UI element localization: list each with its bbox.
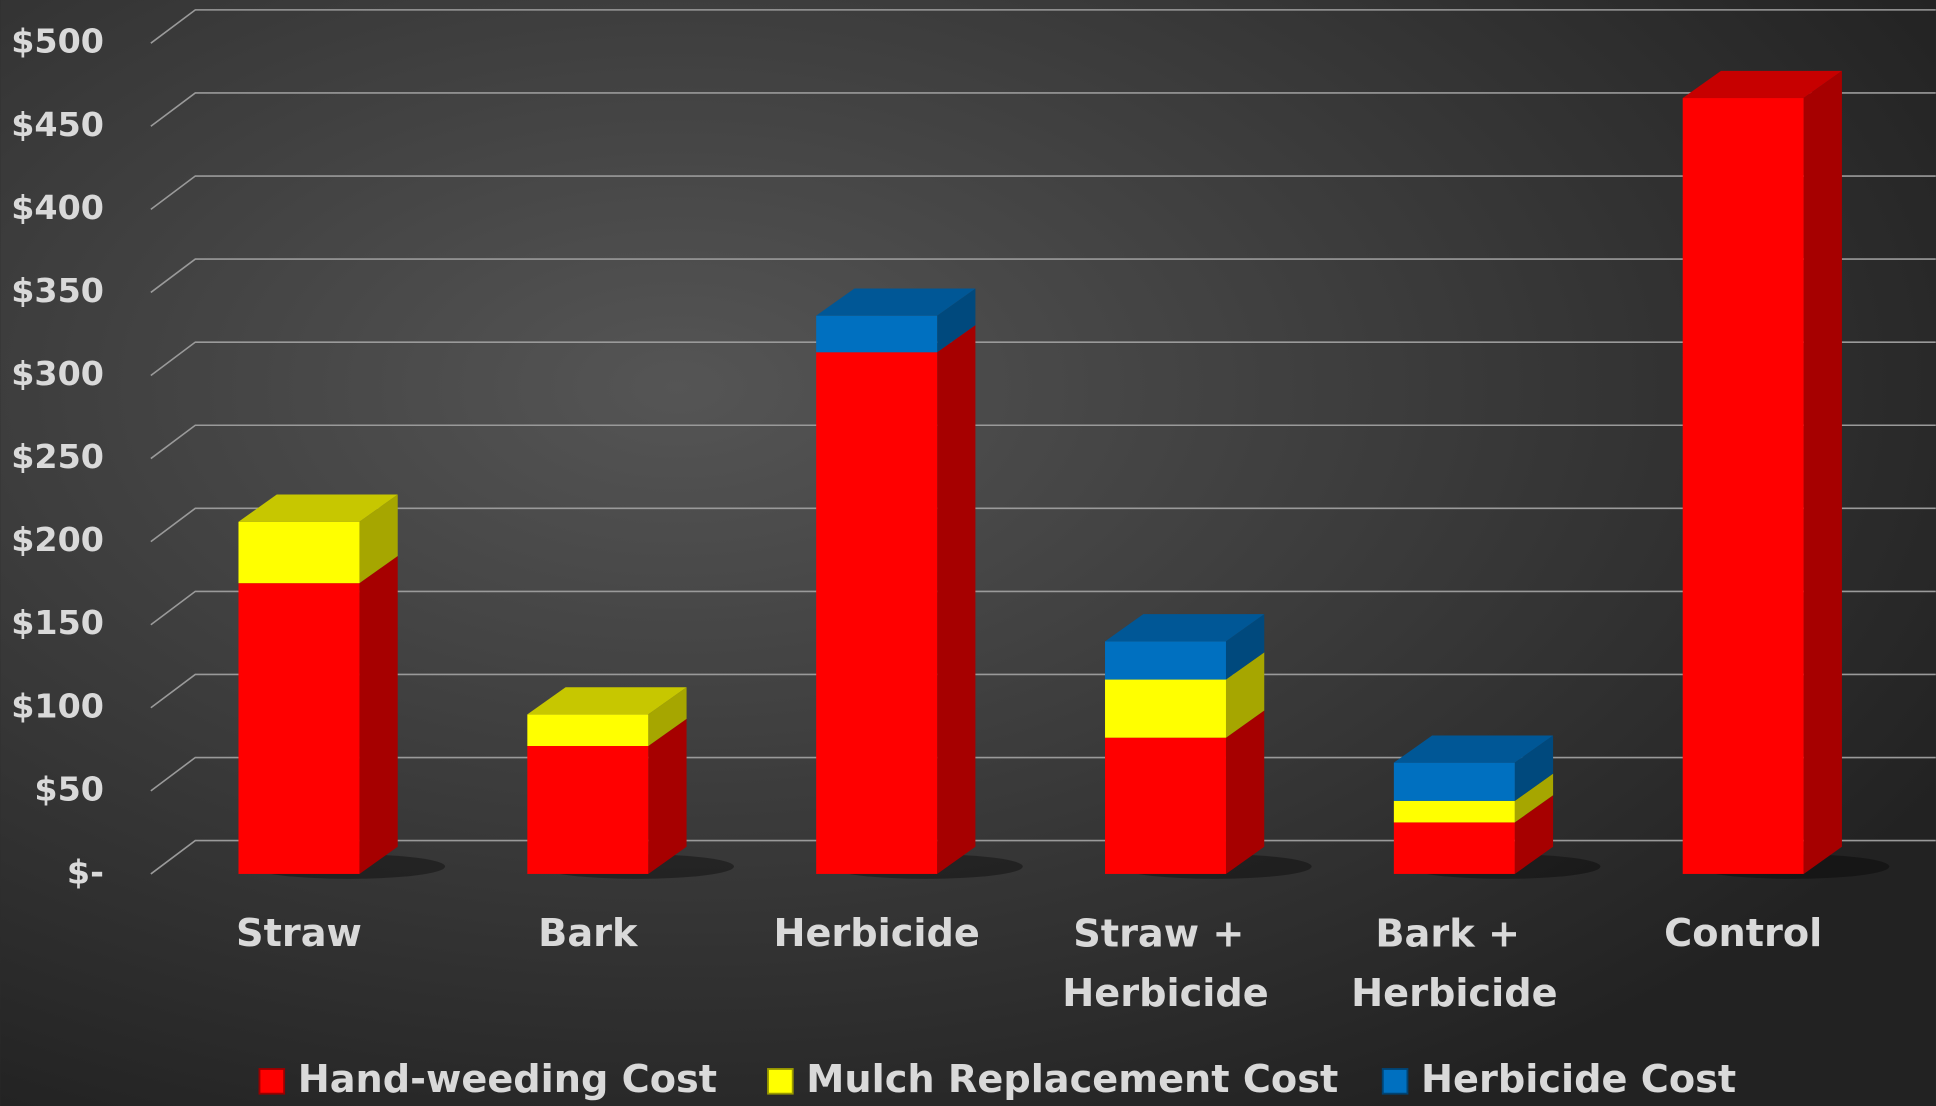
bar-segment <box>527 746 649 874</box>
bar-segment <box>816 352 938 874</box>
y-tick-label: $200 <box>11 520 104 559</box>
bar-side <box>1514 735 1554 801</box>
y-tick-label: $50 <box>34 769 104 808</box>
x-tick-label: Bark + Herbicide <box>1351 911 1557 1015</box>
bar-side <box>1514 773 1554 823</box>
bar-segment <box>1682 98 1804 874</box>
bar-side <box>1225 652 1265 738</box>
grid-line <box>150 756 1936 792</box>
x-tick-label: Control <box>1664 911 1822 956</box>
y-tick-label: $350 <box>11 271 104 310</box>
bar-top <box>238 494 398 522</box>
bar-segment <box>1105 641 1226 680</box>
bar-segment <box>1105 679 1226 738</box>
bar-top <box>1105 614 1265 642</box>
bar-top <box>1393 735 1554 763</box>
bar-top <box>816 288 976 316</box>
grid-line <box>150 9 1936 44</box>
bar-segment <box>1393 800 1515 823</box>
bar-side <box>1514 795 1554 874</box>
bar-segment <box>527 714 649 747</box>
bar-side <box>1225 614 1265 680</box>
legend-label: Mulch Replacement Cost <box>806 1057 1338 1102</box>
grid-line <box>150 673 1936 709</box>
bar-segment <box>238 583 360 874</box>
legend-swatch <box>1381 1068 1409 1095</box>
y-tick-label: $250 <box>11 437 104 476</box>
x-tick-label: Herbicide <box>773 911 979 956</box>
y-tick-label: $100 <box>11 686 104 725</box>
y-tick-label: $150 <box>11 603 104 642</box>
bar-top <box>527 687 687 715</box>
grid-line <box>150 590 1936 626</box>
grid-line <box>150 175 1936 210</box>
bar-side <box>937 288 976 353</box>
bar-segment <box>1393 762 1515 801</box>
legend-swatch <box>767 1068 794 1095</box>
grid-line <box>150 507 1936 543</box>
legend-label: Hand-weeding Cost <box>298 1057 717 1102</box>
bar-segment <box>1393 822 1515 874</box>
y-tick-label: $500 <box>11 22 104 61</box>
y-tick-label: $450 <box>11 105 104 144</box>
bar-segment <box>1105 737 1226 874</box>
bar-side <box>648 687 687 747</box>
x-tick-label: Straw <box>236 911 362 956</box>
grid-line <box>150 839 1936 875</box>
legend-label: Herbicide Cost <box>1421 1057 1736 1102</box>
y-tick-label: $300 <box>11 354 104 393</box>
bar-top <box>1682 70 1842 99</box>
legend-swatch <box>258 1068 286 1095</box>
bar-side <box>648 718 687 874</box>
bar-side <box>937 325 976 874</box>
bar-segment <box>816 315 938 353</box>
y-tick-label: $400 <box>11 188 104 227</box>
bar-side <box>359 556 398 874</box>
grid-line <box>150 424 1936 460</box>
x-tick-label: Straw + Herbicide <box>1062 911 1268 1015</box>
bar-segment <box>238 521 360 584</box>
y-tick-label: $- <box>67 852 104 891</box>
bar-side <box>359 494 398 584</box>
grid-line <box>150 341 1936 377</box>
grid-line <box>150 92 1936 127</box>
bar-side <box>1803 70 1842 874</box>
x-tick-label: Bark <box>538 911 639 956</box>
bar-side <box>1225 710 1265 874</box>
grid-line <box>150 258 1936 294</box>
